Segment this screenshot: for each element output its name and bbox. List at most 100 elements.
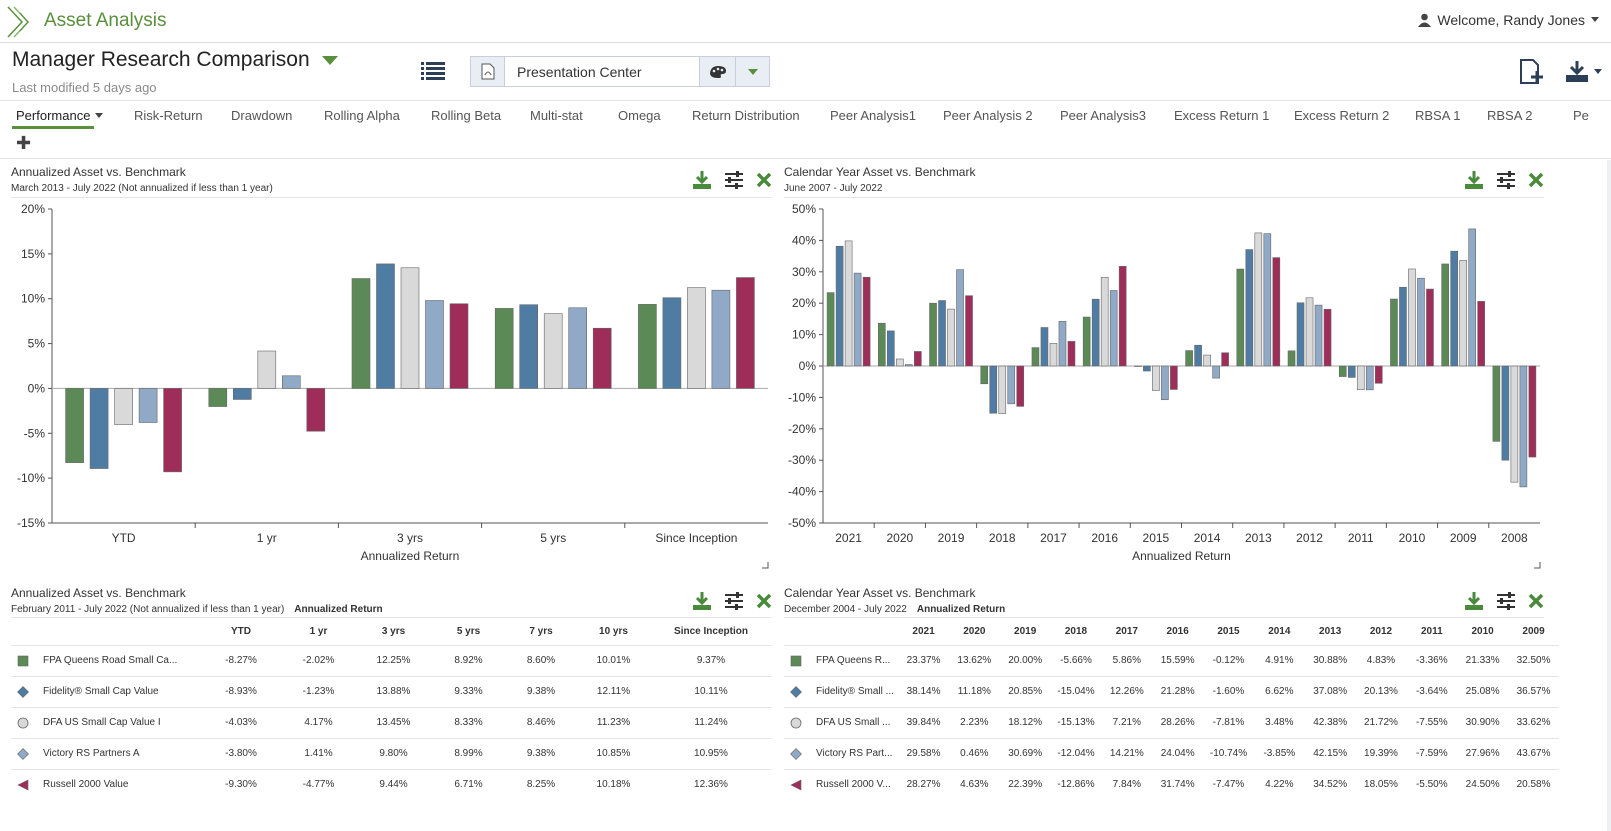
bar[interactable] (638, 304, 657, 389)
tab-peer-analysis-3[interactable]: Peer Analysis3 (1060, 108, 1146, 123)
bar[interactable] (862, 276, 871, 367)
settings-sliders-icon[interactable] (1496, 170, 1516, 190)
column-header[interactable]: 2020 (963, 626, 986, 638)
bar[interactable] (449, 303, 469, 389)
bar[interactable] (896, 358, 904, 367)
bar[interactable] (1399, 286, 1407, 367)
column-header[interactable]: 2019 (1014, 626, 1037, 638)
tab-peer-analysis-1[interactable]: Peer Analysis1 (830, 108, 916, 123)
download-icon[interactable] (692, 170, 712, 190)
tab-rbsa-1[interactable]: RBSA 1 (1415, 108, 1461, 123)
bar[interactable] (1528, 365, 1537, 458)
tab-performance[interactable]: Performance (16, 108, 91, 123)
bar[interactable] (1152, 365, 1160, 391)
bar[interactable] (1067, 341, 1076, 367)
bar[interactable] (114, 388, 133, 425)
bar[interactable] (844, 240, 853, 367)
bar[interactable] (1356, 365, 1365, 391)
download-menu-icon[interactable] (1566, 60, 1606, 84)
settings-sliders-icon[interactable] (724, 591, 744, 611)
tab-rolling-beta[interactable]: Rolling Beta (431, 108, 502, 123)
bar[interactable] (687, 287, 706, 389)
bar[interactable] (1143, 365, 1151, 372)
close-icon[interactable] (1528, 172, 1544, 188)
bar[interactable] (138, 388, 158, 423)
bar[interactable] (1408, 268, 1416, 367)
column-header[interactable]: 2011 (1420, 626, 1443, 638)
bar[interactable] (1263, 233, 1272, 367)
bar[interactable] (1365, 365, 1374, 391)
bar[interactable] (1040, 327, 1049, 367)
bar[interactable] (1109, 290, 1118, 367)
tab-excess-return-1[interactable]: Excess Return 1 (1174, 108, 1270, 123)
app-logo-icon[interactable] (6, 5, 36, 39)
settings-sliders-icon[interactable] (724, 170, 744, 190)
list-view-icon[interactable] (421, 61, 445, 81)
table-row[interactable]: DFA US Small Cap Value I -4.03% 4.17% 13.45… (11, 706, 771, 738)
scrollbar[interactable] (1607, 160, 1611, 831)
bar[interactable] (1501, 365, 1510, 461)
bar[interactable] (1031, 347, 1040, 367)
bar[interactable] (425, 300, 444, 389)
bar[interactable] (1007, 365, 1016, 405)
bar[interactable] (956, 269, 964, 367)
tab-rolling-alpha[interactable]: Rolling Alpha (324, 108, 400, 123)
app-title[interactable]: Asset Analysis (44, 10, 167, 31)
download-icon[interactable] (692, 591, 712, 611)
bar[interactable] (1477, 301, 1485, 367)
add-document-icon[interactable] (1519, 59, 1545, 85)
column-header[interactable]: 1 yr (309, 626, 328, 638)
bar[interactable] (1272, 257, 1281, 367)
table-row[interactable]: Fidelity® Small Cap Value -8.93% -1.23% 13.… (11, 675, 771, 707)
bar[interactable] (929, 302, 937, 367)
tab-peer-analysis-2[interactable]: Peer Analysis 2 (943, 108, 1033, 123)
bar[interactable] (980, 365, 989, 385)
bar[interactable] (662, 297, 682, 389)
tab-risk-return[interactable]: Risk-Return (134, 108, 203, 123)
bar[interactable] (1194, 344, 1202, 367)
tab-excess-return-2[interactable]: Excess Return 2 (1294, 108, 1390, 123)
bar[interactable] (163, 388, 182, 473)
bar[interactable] (1134, 365, 1142, 367)
bar[interactable] (1426, 288, 1434, 367)
bar[interactable] (208, 388, 228, 407)
tab-rbsa-2[interactable]: RBSA 2 (1487, 108, 1533, 123)
download-icon[interactable] (1464, 170, 1484, 190)
bar[interactable] (1212, 365, 1220, 379)
bar[interactable] (1058, 321, 1067, 367)
column-header[interactable]: Since Inception (674, 626, 748, 638)
bar[interactable] (1100, 276, 1109, 367)
pdf-button[interactable] (471, 57, 505, 86)
bar[interactable] (1441, 263, 1449, 367)
column-header[interactable]: YTD (231, 626, 251, 638)
bar[interactable] (1161, 365, 1169, 401)
bar[interactable] (914, 351, 922, 367)
bar[interactable] (905, 364, 913, 367)
bar[interactable] (400, 267, 420, 389)
column-header[interactable]: 3 yrs (381, 626, 406, 638)
bar[interactable] (878, 322, 886, 367)
settings-sliders-icon[interactable] (1496, 591, 1516, 611)
close-icon[interactable] (756, 172, 772, 188)
bar[interactable] (1459, 260, 1467, 367)
bar[interactable] (89, 388, 109, 469)
bar[interactable] (947, 308, 955, 367)
bar[interactable] (736, 277, 755, 389)
column-header[interactable]: 2021 (912, 626, 935, 638)
bar[interactable] (568, 307, 588, 389)
bar[interactable] (1049, 343, 1058, 367)
bar[interactable] (1082, 316, 1091, 367)
tab-return-distribution[interactable]: Return Distribution (692, 108, 800, 123)
column-header[interactable]: 2015 (1217, 626, 1240, 638)
bar[interactable] (351, 278, 371, 389)
bar[interactable] (1185, 350, 1193, 367)
chevron-down-icon[interactable] (95, 113, 103, 118)
tab-omega[interactable]: Omega (618, 108, 661, 123)
resize-handle-icon[interactable] (1534, 562, 1541, 569)
bar[interactable] (1450, 250, 1458, 367)
bar[interactable] (1203, 354, 1211, 367)
column-header[interactable]: 10 yrs (599, 626, 628, 638)
bar[interactable] (1170, 365, 1178, 390)
resize-handle-icon[interactable] (762, 562, 769, 569)
bar[interactable] (853, 272, 862, 367)
